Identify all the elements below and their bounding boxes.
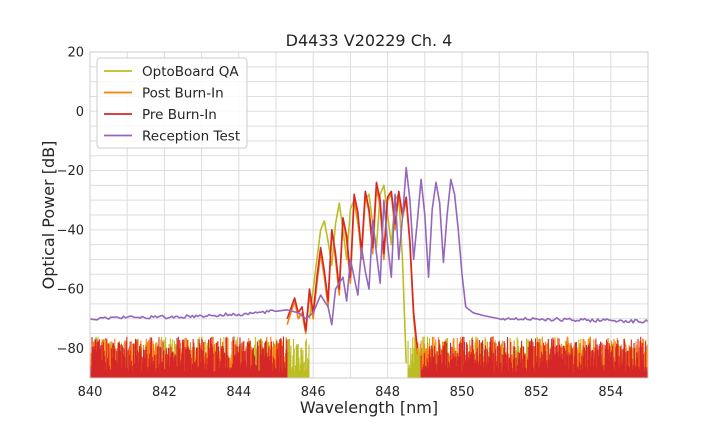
x-axis-label: Wavelength [nm]: [300, 398, 438, 417]
x-tick-labels: 840 842 844 846 848 850 852 854: [78, 385, 624, 400]
y-tick-label: −40: [57, 223, 84, 238]
x-tick-label: 848: [375, 385, 400, 400]
y-tick-label: −20: [57, 164, 84, 179]
y-tick-labels: 20 0 −20 −40 −60 −80: [57, 46, 84, 357]
x-tick-label: 840: [78, 385, 103, 400]
legend: OptoBoard QA Post Burn-In Pre Burn-In Recep…: [96, 57, 248, 149]
noise-floor-right: [420, 336, 648, 378]
legend-label: Reception Test: [142, 129, 240, 145]
x-tick-label: 846: [301, 385, 326, 400]
y-tick-label: −80: [57, 342, 84, 357]
x-tick-label: 844: [226, 385, 251, 400]
series-line: [90, 166, 648, 326]
chart-title: D4433 V20229 Ch. 4: [286, 31, 453, 50]
noise-floor-left: [90, 336, 288, 378]
legend-box: [96, 57, 248, 149]
y-tick-label: −60: [57, 283, 84, 298]
series-layer: [90, 166, 648, 378]
y-axis-label: Optical Power [dB]: [39, 141, 58, 290]
y-tick-label: 20: [67, 46, 84, 61]
x-tick-label: 850: [450, 385, 475, 400]
x-tick-label: 842: [152, 385, 177, 400]
legend-label: OptoBoard QA: [142, 64, 239, 80]
legend-label: Post Burn-In: [142, 86, 224, 102]
plot-frame: [89, 51, 649, 379]
series-reception-test: [90, 166, 648, 326]
x-tick-label: 852: [524, 385, 549, 400]
legend-label: Pre Burn-In: [142, 107, 217, 123]
y-tick-label: 0: [76, 105, 84, 120]
x-tick-label: 854: [598, 385, 623, 400]
